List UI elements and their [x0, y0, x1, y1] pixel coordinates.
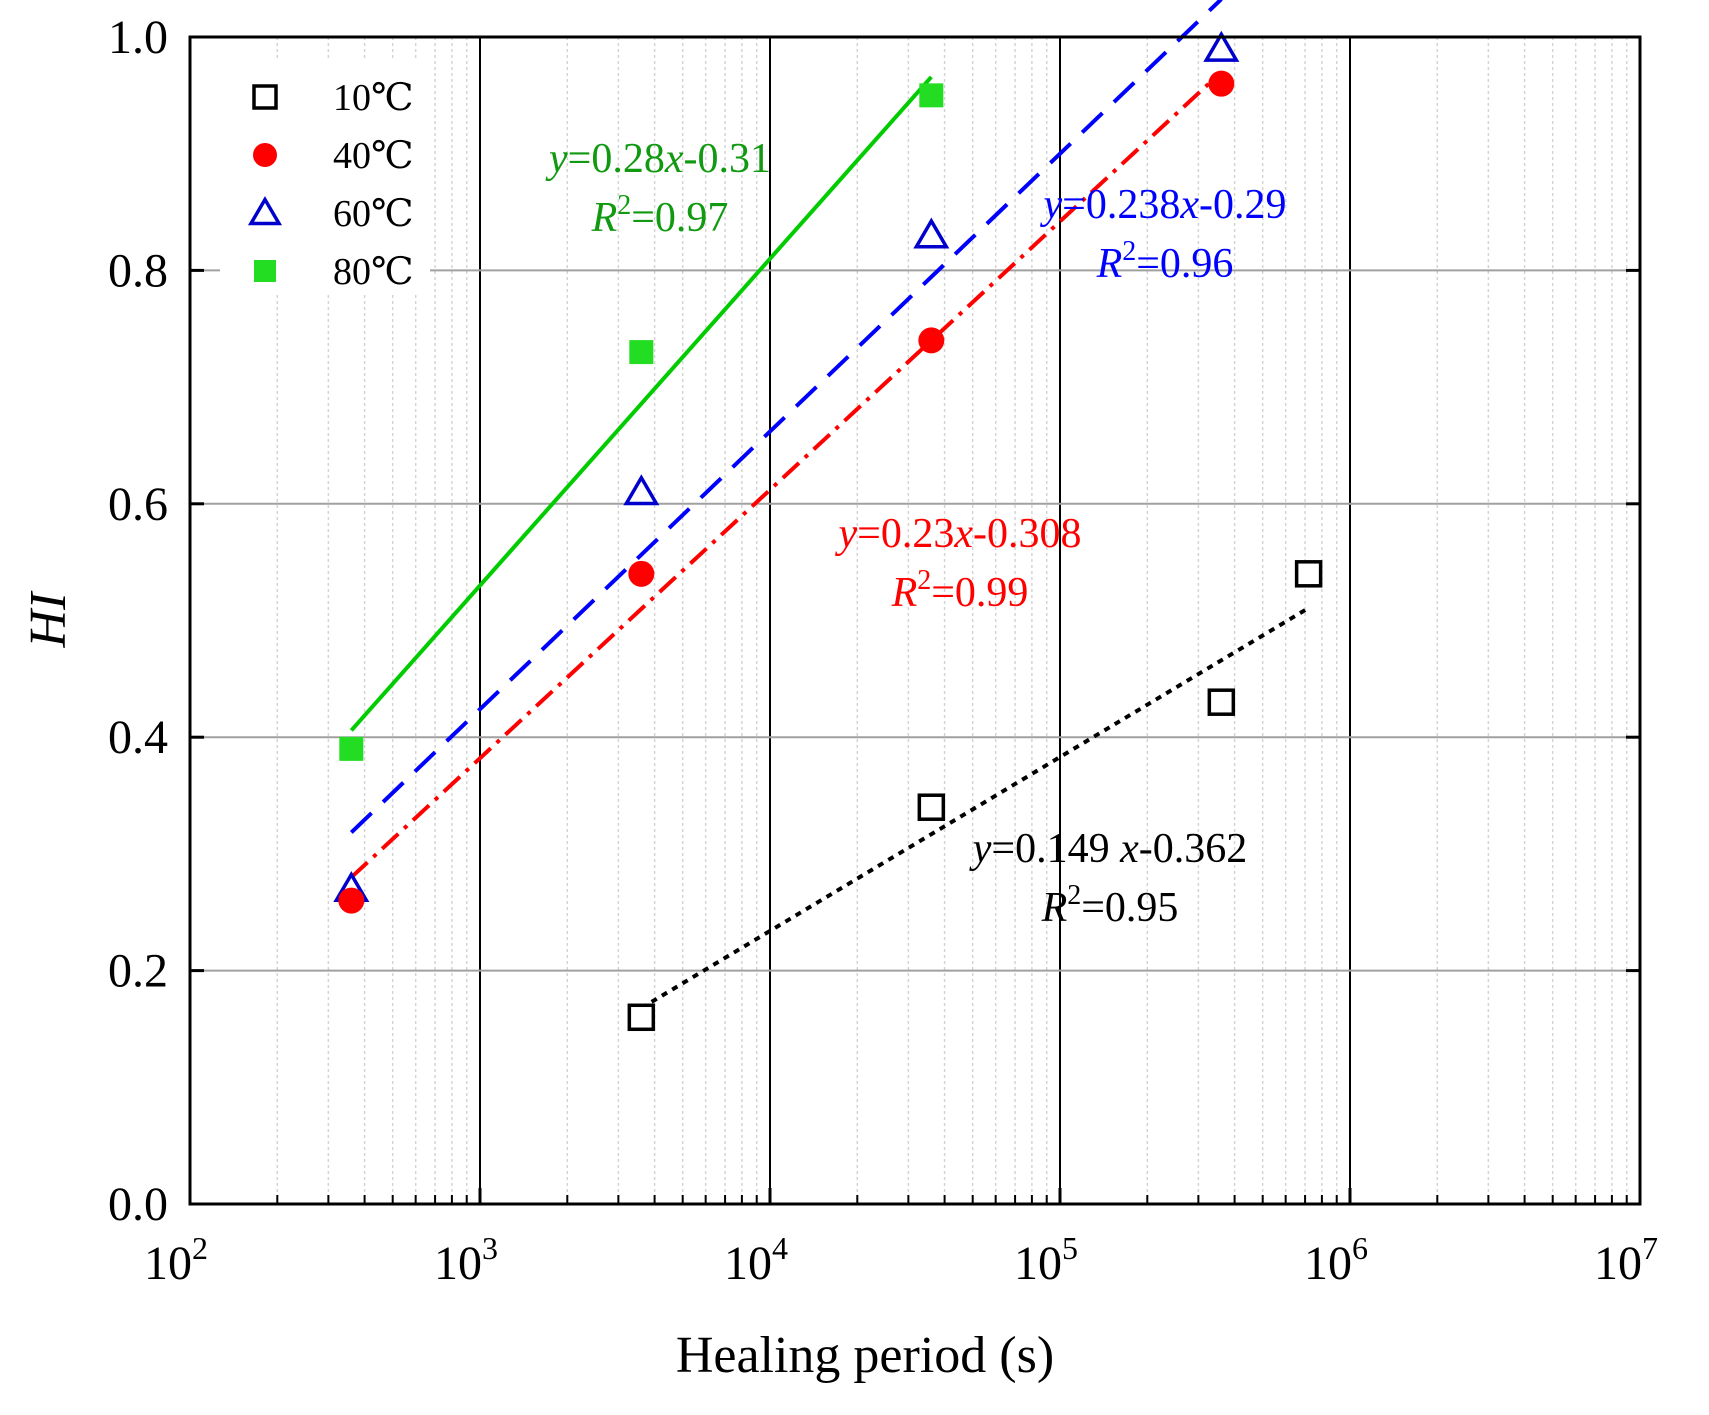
legend-label-0: 10℃ — [333, 77, 414, 119]
fit-equation-2: y=0.238x-0.29 — [1040, 182, 1287, 228]
x-tick-label: 106 — [1304, 1230, 1368, 1290]
data-point-3 — [339, 736, 364, 761]
data-point-0 — [1207, 688, 1236, 716]
x-tick-label: 102 — [144, 1230, 208, 1290]
legend-label-2: 60℃ — [333, 193, 414, 235]
data-point-1 — [1208, 70, 1235, 97]
legend-label-3: 80℃ — [333, 251, 414, 293]
data-point-3 — [919, 83, 944, 108]
fit-line-2 — [349, 0, 1223, 834]
fit-r2-3: R2=0.97 — [591, 190, 729, 241]
y-tick-label: 0.6 — [108, 478, 168, 531]
x-tick-label: 104 — [724, 1230, 788, 1290]
legend: 10℃ 40℃ 60℃ 80℃ — [220, 60, 430, 293]
axes: 0.0 0.2 0.4 0.6 0.8 1.0 102 103 104 105 106 107 Heal… — [20, 11, 1658, 1384]
legend-marker-3 — [254, 260, 276, 282]
data-point-1 — [338, 887, 365, 914]
x-tick-label: 107 — [1594, 1230, 1658, 1290]
legend-marker-1 — [253, 143, 277, 167]
fit-line-3 — [349, 75, 933, 732]
fit-r2-0: R2=0.95 — [1041, 880, 1179, 931]
data-point-1 — [628, 560, 655, 587]
fit-line-1 — [349, 70, 1223, 879]
data-point-2 — [1203, 30, 1240, 62]
fit-equation-3: y=0.28x-0.31 — [545, 136, 771, 182]
data-point-0 — [1294, 560, 1323, 588]
y-tick-label: 1.0 — [108, 11, 168, 64]
legend-marker-2 — [247, 196, 283, 226]
y-axis-title: HI — [20, 590, 77, 649]
data-points — [333, 30, 1323, 1032]
data-point-0 — [627, 1003, 656, 1032]
data-point-2 — [623, 474, 660, 506]
x-tick-label: 105 — [1014, 1230, 1078, 1290]
y-tick-label: 0.8 — [108, 244, 168, 297]
y-tick-label: 0.4 — [108, 711, 168, 764]
x-axis-title: Healing period (s) — [676, 1327, 1054, 1384]
x-tick-label: 103 — [434, 1230, 498, 1290]
fit-r2-1: R2=0.99 — [891, 565, 1029, 616]
fit-equation-0: y=0.149 x-0.362 — [969, 826, 1248, 872]
data-point-1 — [918, 327, 945, 354]
data-point-0 — [917, 793, 946, 821]
fit-lines — [349, 0, 1310, 1010]
fit-line-0 — [640, 606, 1310, 1010]
y-tick-label: 0.0 — [108, 1178, 168, 1231]
fit-equation-1: y=0.23x-0.308 — [835, 511, 1082, 557]
data-point-3 — [629, 340, 654, 365]
legend-label-1: 40℃ — [333, 135, 414, 177]
fit-equations: y=0.149 x-0.362 R2=0.95 y=0.23x-0.308 R2=0.… — [545, 136, 1287, 931]
fit-r2-2: R2=0.96 — [1096, 236, 1234, 287]
plot-frame — [188, 35, 1642, 1206]
data-point-2 — [913, 217, 950, 249]
legend-marker-0 — [252, 84, 278, 110]
y-tick-label: 0.2 — [108, 945, 168, 998]
